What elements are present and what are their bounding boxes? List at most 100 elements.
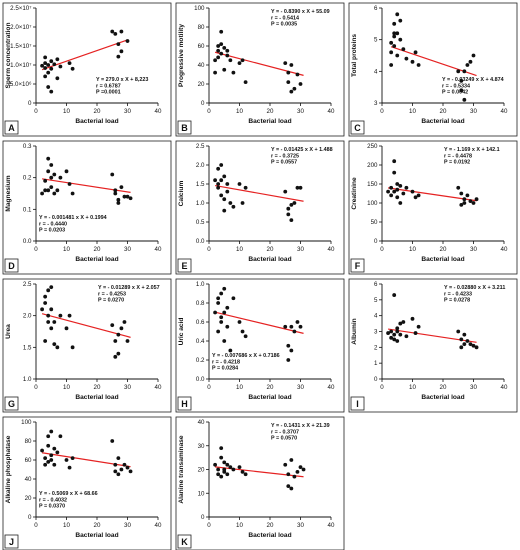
regression-stat: P = 0.0042 [442,90,468,96]
data-point [292,201,297,205]
data-point [298,324,303,329]
data-point [471,201,476,205]
data-point [289,218,294,222]
data-point [67,61,72,65]
data-point [392,34,397,39]
data-point [70,456,75,460]
data-point [46,70,51,75]
data-point [116,456,121,460]
regression-stat: Y = - 1.169 x X + 142.1 [444,147,500,153]
data-point [113,469,118,474]
y-tick-label: 5 [374,37,378,44]
y-tick-label: 0 [201,100,205,107]
x-tick-label: 0 [380,108,384,115]
data-point [456,329,461,334]
data-point [243,80,248,84]
data-point [116,332,121,337]
data-point [219,51,224,56]
data-point [289,348,294,353]
x-tick-label: 30 [470,108,477,115]
data-point [240,469,245,474]
data-point [231,70,236,75]
data-point [222,208,227,213]
data-point [55,57,60,62]
data-point [295,320,300,324]
data-point [222,197,227,202]
data-point [286,343,291,348]
data-point [468,342,473,347]
data-point [219,178,224,183]
data-point [462,97,467,102]
y-tick-label: 0.4 [196,338,205,345]
data-point [413,195,418,200]
y-tick-label: 100 [21,419,32,426]
data-point [459,337,464,342]
data-point [125,194,130,199]
x-tick-label: 20 [440,246,447,253]
y-tick-label: 40 [198,419,205,426]
panel-letter-box [4,534,19,549]
x-axis-title: Bacterial load [248,118,291,125]
regression-stat: Y = - 0.001481 x X + 0.1994 [39,215,107,221]
data-point [116,42,121,46]
data-point [240,329,245,334]
data-point [295,72,300,77]
x-tick-label: 10 [409,246,416,253]
regression-stat: P = 0.0203 [39,228,65,234]
data-point [70,345,75,350]
regression-stat: Y = - 0.8390 x X + 55.09 [271,9,330,15]
data-point [222,460,227,465]
regression-stat: r = - 0.4032 [39,497,67,503]
panel-B: 0 10 20 30 40 0 20 40 60 80 100 Bacterial load Progr… [175,2,345,137]
panel-frame [348,2,518,137]
regression-stat: P = 0.0192 [444,160,470,166]
x-tick-label: 20 [440,108,447,115]
data-point [40,63,44,68]
y-tick-label: 40 [198,62,205,69]
data-point [416,63,421,67]
data-point [389,185,394,190]
data-point [392,159,397,164]
data-point [43,61,48,65]
data-point [216,329,221,334]
data-point [222,469,227,474]
y-tick-label: 0 [28,514,32,521]
data-point [46,85,51,89]
x-tick-label: 20 [267,246,274,253]
data-point [413,331,418,335]
data-point [228,201,233,205]
y-tick-label: 5 [374,297,378,304]
data-point [225,472,230,477]
x-tick-label: 0 [34,246,38,253]
y-tick-label: 80 [25,438,32,445]
data-point [49,307,54,312]
x-axis-title: Bacterial load [75,118,118,125]
data-point [46,320,51,324]
y-axis-title: Alkaline phosphatase [5,435,12,503]
data-point [286,484,291,489]
y-tick-label: 0.6 [196,319,205,326]
x-tick-label: 40 [328,246,335,253]
x-tick-label: 0 [34,522,38,529]
data-point [55,345,60,350]
data-point [113,339,118,343]
x-tick-label: 10 [63,522,70,529]
y-axis-title: Progressive motility [178,24,185,87]
data-point [216,48,221,53]
x-tick-label: 30 [297,108,304,115]
x-tick-label: 20 [440,384,447,391]
data-point [43,339,48,343]
data-point [295,469,300,474]
panel-J: 0 10 20 30 40 0 20 40 60 80 100 Bacterial load Alkal… [2,416,172,550]
data-point [58,175,63,180]
data-point [465,63,470,67]
data-point [410,59,415,64]
y-tick-label: 0.2 [23,175,32,182]
data-point [46,460,51,464]
data-point [395,326,400,331]
data-point [392,21,397,26]
regression-stat: P = 0.0278 [444,298,470,304]
panel-C: 0 10 20 30 40 3 4 5 6 Bacterial load Total protein… [348,2,518,137]
panel-letter: G [8,399,15,409]
data-point [237,61,242,65]
